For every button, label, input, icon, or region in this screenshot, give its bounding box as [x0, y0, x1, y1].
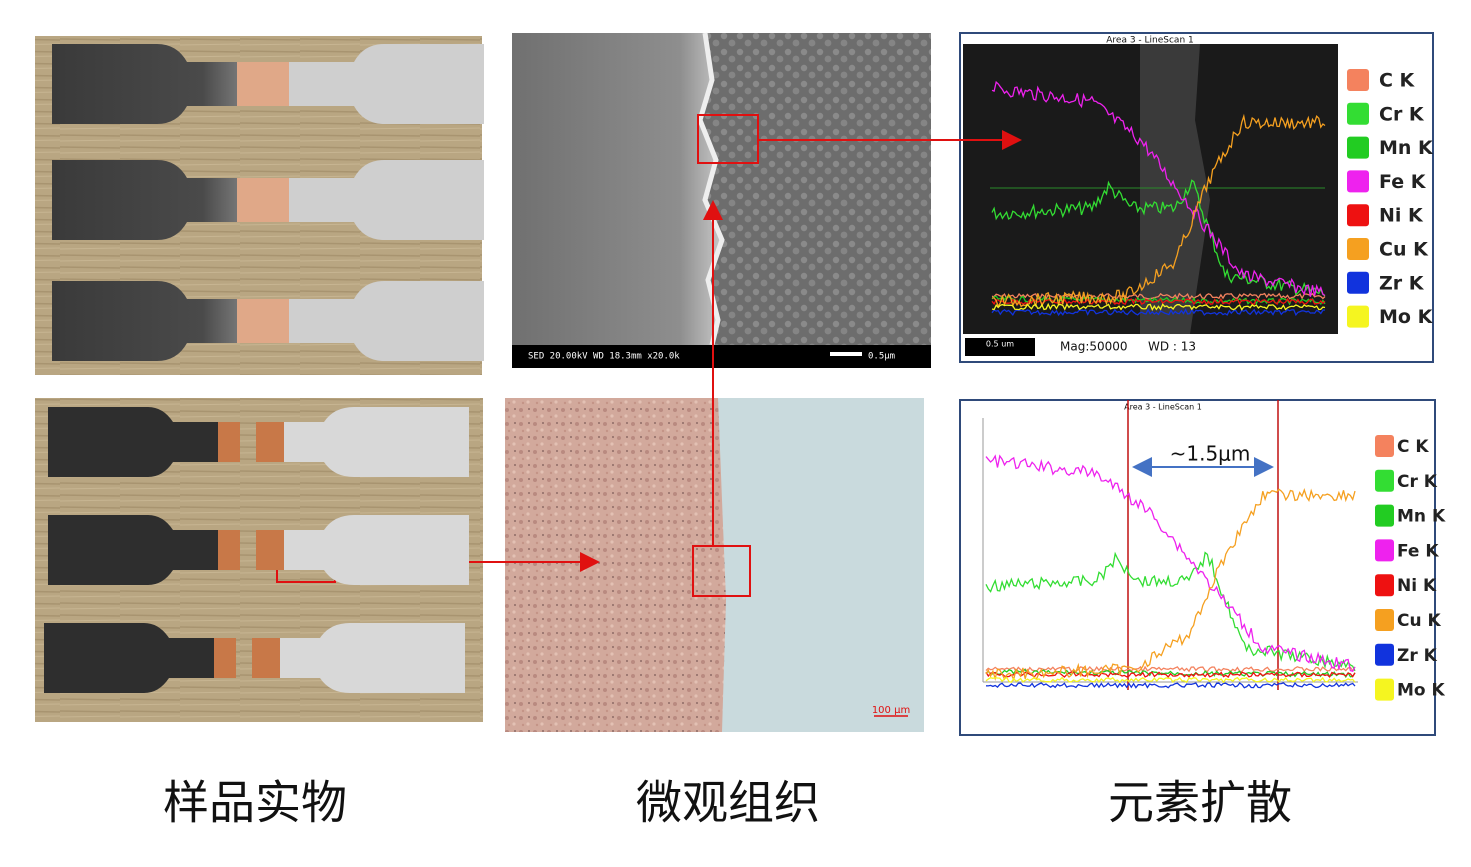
legend-label: Mn K: [1397, 507, 1446, 527]
scale-label: 0.5 um: [986, 340, 1014, 349]
specimen-copper: [252, 638, 280, 678]
legend-swatch: [1375, 678, 1394, 701]
mag-label: Mag:50000: [1060, 340, 1128, 354]
chart-title: Area 3 - LineScan 1: [1124, 403, 1202, 412]
legend-label: Fe K: [1379, 171, 1427, 193]
linescan-trace: [985, 682, 1356, 689]
caption: 微观组织: [636, 776, 820, 830]
linescan-trace: [991, 113, 1326, 309]
legend-label: Cu K: [1397, 611, 1441, 631]
specimen-alloy: [280, 623, 465, 693]
specimen-copper: [237, 178, 289, 222]
legend-label: Mo K: [1379, 306, 1434, 328]
legend-swatch: [1375, 504, 1394, 527]
legend-swatch: [1375, 643, 1394, 666]
sem-scale: 0.5μm: [868, 352, 895, 362]
legend-swatch: [1375, 539, 1394, 562]
optical-scale: 100 μm: [872, 705, 910, 716]
legend-swatch: [1375, 574, 1394, 597]
legend-label: Zr K: [1379, 272, 1425, 294]
specimen-steel: [52, 44, 267, 124]
legend-swatch: [1347, 69, 1369, 91]
specimen-copper: [237, 62, 289, 106]
legend-label: Mn K: [1379, 137, 1434, 159]
linescan-trace: [991, 295, 1326, 306]
linescan-trace: [991, 302, 1326, 312]
linescan-trace: [991, 297, 1326, 306]
chart-title: Area 3 - LineScan 1: [1106, 36, 1194, 46]
linescan-trace: [991, 308, 1326, 317]
caption: 样品实物: [163, 776, 347, 830]
legend-swatch: [1347, 305, 1369, 328]
annotation: ~1.5μm: [1170, 442, 1251, 466]
legend-label: Ni K: [1379, 205, 1424, 227]
legend-swatch: [1347, 204, 1369, 227]
specimen-copper: [256, 422, 284, 462]
legend-swatch: [1375, 469, 1394, 492]
linescan-trace: [985, 665, 1356, 674]
specimen-alloy: [289, 44, 484, 124]
legend-label: C K: [1379, 70, 1416, 92]
legend-label: Ni K: [1397, 576, 1437, 596]
legend-swatch: [1375, 435, 1394, 457]
specimen-alloy: [289, 281, 484, 361]
legend-label: Cu K: [1379, 239, 1429, 261]
legend-label: Cr K: [1397, 472, 1438, 492]
legend-swatch: [1347, 170, 1369, 193]
legend-swatch: [1375, 609, 1394, 631]
linescan-trace: [985, 551, 1356, 672]
specimen-copper: [214, 638, 236, 678]
linescan-trace: [991, 80, 1326, 297]
legend-swatch: [1347, 102, 1369, 125]
linescan-trace: [985, 671, 1356, 679]
specimen-alloy: [284, 407, 469, 477]
sem-image: SED 20.00kV WD 18.3mm x20.0k 0.5μm: [512, 32, 931, 368]
linescan-trace: [985, 676, 1356, 684]
legend-swatch: [1347, 136, 1369, 159]
linescan-trace: [991, 292, 1326, 301]
specimen-copper: [218, 530, 240, 570]
linescan-trace: [991, 179, 1326, 297]
specimen-copper: [256, 530, 284, 570]
wd-label: WD : 13: [1148, 340, 1196, 354]
legend-swatch: [1347, 238, 1369, 260]
specimen-copper: [237, 299, 289, 343]
optical-image: 100 μm: [505, 398, 924, 732]
specimen-steel: [52, 281, 267, 361]
specimen-steel: [44, 623, 214, 693]
specimen-alloy: [289, 160, 484, 240]
legend-label: Fe K: [1397, 541, 1439, 561]
sem-info: SED 20.00kV WD 18.3mm x20.0k: [528, 352, 680, 362]
legend-label: Mo K: [1397, 681, 1446, 701]
specimen-steel: [48, 515, 218, 585]
specimen-steel: [48, 407, 218, 477]
legend-swatch: [1347, 271, 1369, 294]
specimen-alloy: [284, 515, 469, 585]
caption: 元素扩散: [1108, 776, 1292, 830]
specimen-steel: [52, 160, 267, 240]
legend-label: Zr K: [1397, 646, 1438, 666]
specimen-copper: [218, 422, 240, 462]
linescan-trace: [985, 488, 1356, 682]
legend-label: Cr K: [1379, 103, 1425, 125]
linescan-trace: [985, 454, 1356, 672]
legend-label: C K: [1397, 437, 1429, 457]
